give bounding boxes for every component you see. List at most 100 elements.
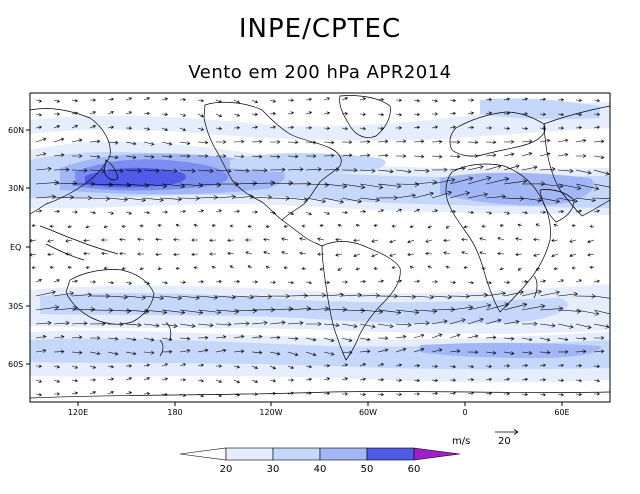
wind-arrow — [425, 251, 433, 256]
wind-arrow — [413, 112, 421, 117]
wind-arrow — [341, 210, 348, 215]
wind-arrow — [125, 295, 146, 301]
wind-arrow — [233, 126, 241, 130]
wind-arrow — [317, 237, 325, 241]
wind-arrow — [179, 141, 191, 146]
wind-arrow — [521, 165, 538, 171]
wind-arrow — [72, 154, 83, 158]
wind-arrow — [161, 337, 173, 342]
wind-arrow — [269, 99, 277, 103]
wind-arrow — [353, 238, 361, 243]
wind-arrow — [139, 224, 145, 228]
wind-arrow — [551, 253, 559, 258]
wind-arrow — [571, 224, 577, 228]
wind-arrow — [575, 209, 582, 213]
wind-arrow — [265, 265, 271, 269]
wind-arrow — [191, 238, 199, 242]
wind-arrow — [233, 334, 245, 339]
wind-arrow — [161, 112, 169, 117]
wind-arrow — [215, 99, 223, 103]
wind-arrow — [485, 291, 506, 297]
wind-arrow — [197, 127, 205, 131]
wind-vectors — [30, 97, 610, 398]
wind-arrow — [503, 211, 510, 215]
wind-arrow — [503, 139, 515, 144]
wind-arrow — [107, 155, 119, 160]
wind-arrow — [503, 377, 511, 382]
wind-arrow — [413, 154, 425, 159]
wind-arrow — [125, 211, 132, 215]
wind-arrow — [395, 363, 403, 367]
wind-arrow — [431, 125, 439, 129]
wind-arrow — [431, 190, 452, 199]
wind-arrow — [287, 154, 299, 159]
wind-arrow — [161, 141, 173, 146]
wind-arrow — [233, 99, 241, 104]
wind-arrow — [197, 335, 209, 340]
wind-arrow — [395, 193, 416, 199]
wind-arrow — [305, 292, 326, 298]
wind-arrow — [161, 196, 182, 202]
wind-arrow — [557, 323, 574, 329]
wind-arrow — [593, 336, 605, 340]
wind-arrow — [503, 111, 511, 116]
wind-arrow — [593, 112, 601, 116]
wind-arrow — [281, 251, 289, 255]
wind-arrow — [449, 176, 474, 185]
vector-unit-label: m/s — [452, 436, 470, 447]
wind-arrow — [287, 365, 295, 369]
wind-arrow — [89, 111, 97, 115]
wind-arrow — [575, 279, 582, 283]
wind-arrow — [193, 266, 199, 270]
wind-arrow — [287, 111, 295, 115]
wind-arrow — [265, 224, 271, 228]
wind-arrow — [323, 364, 331, 368]
wind-arrow — [467, 210, 474, 215]
wind-arrow — [35, 137, 47, 143]
wind-arrow — [107, 211, 114, 215]
wind-arrow — [179, 195, 200, 201]
colorbar-label: 30 — [267, 464, 280, 475]
wind-arrow — [215, 154, 227, 159]
wind-arrow — [499, 267, 505, 271]
wind-arrow — [557, 152, 569, 157]
wind-arrow — [143, 337, 155, 342]
wind-arrow — [71, 168, 88, 173]
wind-arrow — [323, 377, 331, 381]
wind-arrow — [323, 211, 330, 215]
wind-arrow — [395, 139, 407, 144]
wind-arrow — [71, 365, 79, 369]
wind-arrow — [539, 152, 551, 157]
wind-arrow — [575, 153, 587, 158]
wind-arrow — [395, 322, 412, 328]
wind-arrow — [107, 110, 115, 115]
wind-arrow — [269, 335, 281, 340]
wind-arrow — [377, 363, 385, 367]
colorbar-high-triangle — [413, 447, 461, 461]
wind-arrow — [391, 224, 397, 228]
wind-arrow — [593, 169, 610, 176]
wind-arrow — [125, 377, 133, 381]
wind-arrow — [197, 195, 218, 200]
wind-arrow — [269, 391, 277, 396]
colorbar-low-triangle — [179, 447, 227, 461]
wind-arrow — [53, 279, 60, 283]
wind-arrow — [359, 153, 371, 158]
wind-arrow — [557, 349, 569, 354]
wind-arrow — [377, 209, 384, 213]
wind-arrow — [137, 237, 145, 242]
wind-arrow — [449, 210, 456, 214]
wind-arrow — [359, 363, 367, 367]
wind-arrow — [557, 337, 569, 342]
lat-tick-label: 30N — [8, 184, 24, 193]
wind-arrow — [287, 378, 295, 382]
wind-arrow — [107, 140, 119, 145]
wind-arrow — [341, 153, 353, 158]
wind-arrow — [539, 350, 551, 355]
wind-arrow — [71, 111, 79, 116]
wind-arrow — [229, 224, 234, 228]
wind-arrow — [431, 280, 438, 284]
wind-arrow — [593, 279, 600, 284]
wind-arrow — [53, 153, 65, 157]
wind-arrow — [395, 279, 402, 283]
